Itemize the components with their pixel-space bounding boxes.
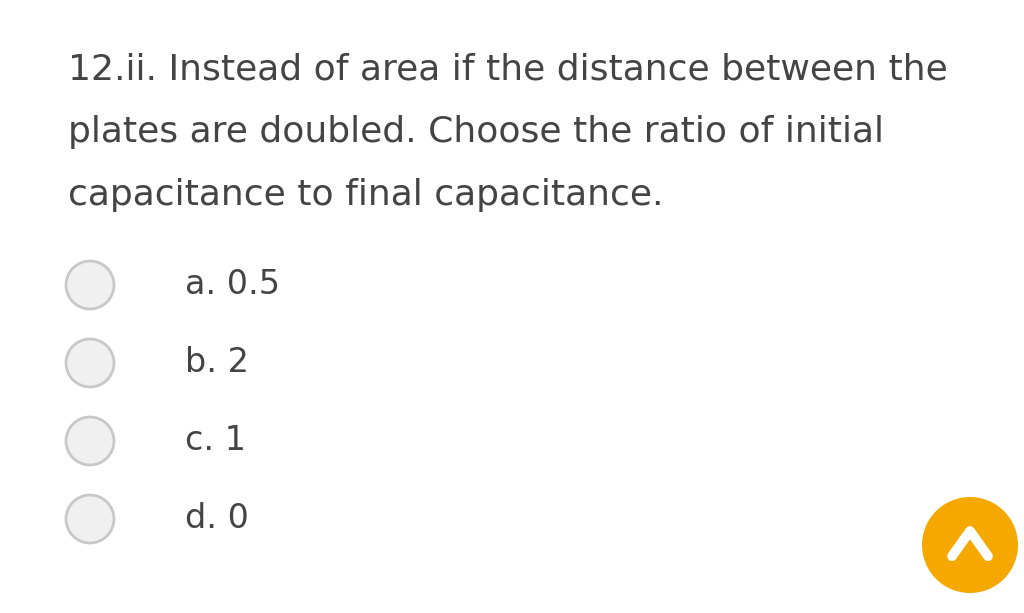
- Circle shape: [66, 495, 114, 543]
- Text: c. 1: c. 1: [185, 424, 246, 457]
- Text: a. 0.5: a. 0.5: [185, 268, 280, 302]
- Circle shape: [66, 339, 114, 387]
- Circle shape: [66, 417, 114, 465]
- Circle shape: [66, 261, 114, 309]
- Circle shape: [922, 497, 1018, 593]
- Text: 12.ii. Instead of area if the distance between the: 12.ii. Instead of area if the distance b…: [68, 52, 948, 86]
- Text: b. 2: b. 2: [185, 346, 249, 379]
- Text: plates are doubled. Choose the ratio of initial: plates are doubled. Choose the ratio of …: [68, 115, 884, 149]
- Text: d. 0: d. 0: [185, 503, 249, 536]
- Text: capacitance to final capacitance.: capacitance to final capacitance.: [68, 178, 664, 212]
